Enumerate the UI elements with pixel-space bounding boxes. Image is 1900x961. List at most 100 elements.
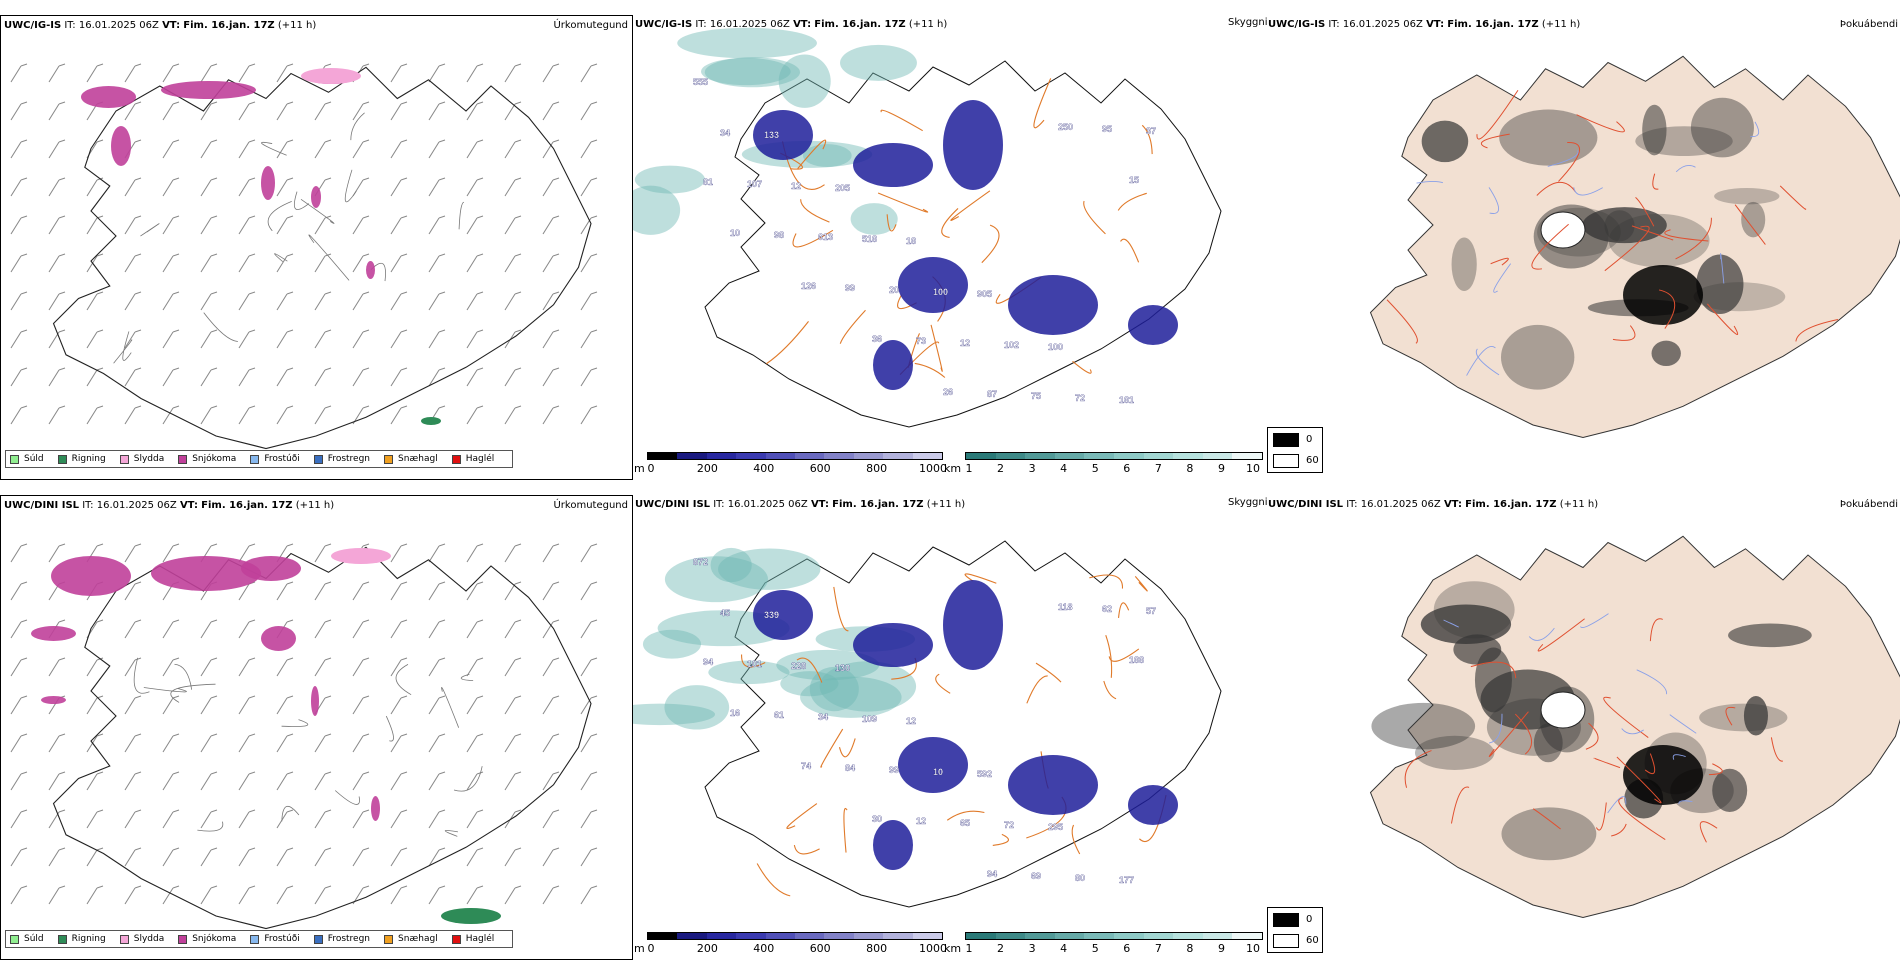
wind-barb — [543, 64, 559, 82]
wind-barb — [581, 810, 597, 828]
wind-barb — [125, 64, 141, 82]
wind-barb — [391, 178, 407, 196]
colorbar-swatch — [1114, 933, 1144, 939]
low-cloud-area — [1128, 305, 1178, 345]
colorbar-swatch — [854, 933, 883, 939]
low-cloud-area — [853, 143, 933, 187]
low-cloud-area — [753, 110, 813, 160]
snow-patch — [371, 796, 380, 821]
wind-barb — [201, 140, 217, 158]
wind-barb — [87, 848, 103, 866]
rain-patch — [441, 908, 501, 924]
colorbar-tick: 0 — [648, 462, 655, 475]
wind-barb — [429, 368, 445, 386]
wind-barb — [239, 368, 255, 386]
fog-swatch-white — [1273, 454, 1299, 468]
road-line — [197, 822, 222, 831]
wind-barb — [467, 734, 483, 752]
cloud-base-label: 181 — [1119, 395, 1134, 405]
cloud-base-label: 205 — [835, 183, 850, 193]
wind-barb — [87, 658, 103, 676]
visibility-area — [810, 667, 859, 711]
wind-barb — [543, 330, 559, 348]
colorbar-swatch — [1144, 453, 1174, 459]
colorbar-tick: 10 — [1246, 942, 1260, 955]
road-line — [915, 363, 945, 377]
cloud-base-label: 905 — [977, 289, 992, 299]
low-cloud-area — [1008, 275, 1098, 335]
wind-barb — [49, 658, 65, 676]
wind-barb — [163, 734, 179, 752]
wind-barb — [391, 696, 407, 714]
wind-barb — [11, 178, 27, 196]
wind-barb — [163, 368, 179, 386]
wind-barb — [581, 178, 597, 196]
snow-patch — [366, 261, 375, 279]
wind-barb — [467, 658, 483, 676]
cloud-base-label: 102 — [1004, 340, 1019, 350]
wind-barb — [201, 368, 217, 386]
wind-barb — [277, 772, 293, 790]
road-line — [757, 864, 790, 896]
wind-barb — [429, 810, 445, 828]
legend-label: Haglél — [466, 934, 495, 944]
wind-barb — [581, 582, 597, 600]
wind-barb — [391, 620, 407, 638]
wind-barb — [201, 886, 217, 904]
low-cloud-area — [1128, 785, 1178, 825]
wind-barb — [543, 544, 559, 562]
colorbar-unit: km — [944, 942, 961, 955]
wind-barb — [391, 406, 407, 424]
colorbar-tick: 400 — [753, 942, 774, 955]
wind-barb — [11, 886, 27, 904]
colorbar-swatch — [1232, 933, 1262, 939]
wind-barb — [201, 216, 217, 234]
cloud-base-label: 16 — [730, 708, 740, 718]
colorbar-tick: 7 — [1155, 942, 1162, 955]
legend-swatch — [314, 935, 323, 944]
wind-barb — [353, 178, 369, 196]
colorbar-tick: 10 — [1246, 462, 1260, 475]
wind-barb — [391, 64, 407, 82]
wind-barb — [429, 254, 445, 272]
wind-barb — [11, 544, 27, 562]
fog-scale-top: 0 — [1306, 914, 1312, 925]
wind-barb — [49, 734, 65, 752]
road-line — [1089, 575, 1122, 589]
wind-barb — [505, 140, 521, 158]
legend-label: Slydda — [134, 454, 164, 464]
precip-map — [1, 16, 634, 481]
wind-barb — [315, 848, 331, 866]
low-cloud-area — [898, 737, 968, 793]
wind-barb — [315, 886, 331, 904]
wind-barb — [163, 292, 179, 310]
legend-label: Snæhagl — [398, 934, 438, 944]
wind-barb — [239, 696, 255, 714]
colorbar-swatch — [677, 933, 706, 939]
wind-barb — [353, 696, 369, 714]
fog-area — [1475, 648, 1512, 713]
legend-label: Súld — [24, 454, 44, 464]
fog-area — [1728, 623, 1812, 647]
wind-barb — [315, 330, 331, 348]
legend-item: Rigning — [58, 934, 106, 944]
road-line — [351, 113, 365, 140]
wind-barb — [581, 620, 597, 638]
cloud-base-label: 72 — [1004, 820, 1014, 830]
wind-barb — [429, 620, 445, 638]
wind-barb — [87, 216, 103, 234]
wind-barb — [391, 772, 407, 790]
fog-area — [1499, 110, 1597, 166]
road-line — [282, 720, 308, 727]
wind-barb — [543, 886, 559, 904]
road-line — [268, 201, 292, 230]
wind-barb — [125, 254, 141, 272]
wind-barb — [239, 848, 255, 866]
cloud-base-label: 12 — [906, 716, 916, 726]
colorbar-swatch — [795, 933, 824, 939]
road-line — [396, 664, 411, 694]
wind-barb — [505, 848, 521, 866]
fog-area — [1434, 581, 1515, 638]
